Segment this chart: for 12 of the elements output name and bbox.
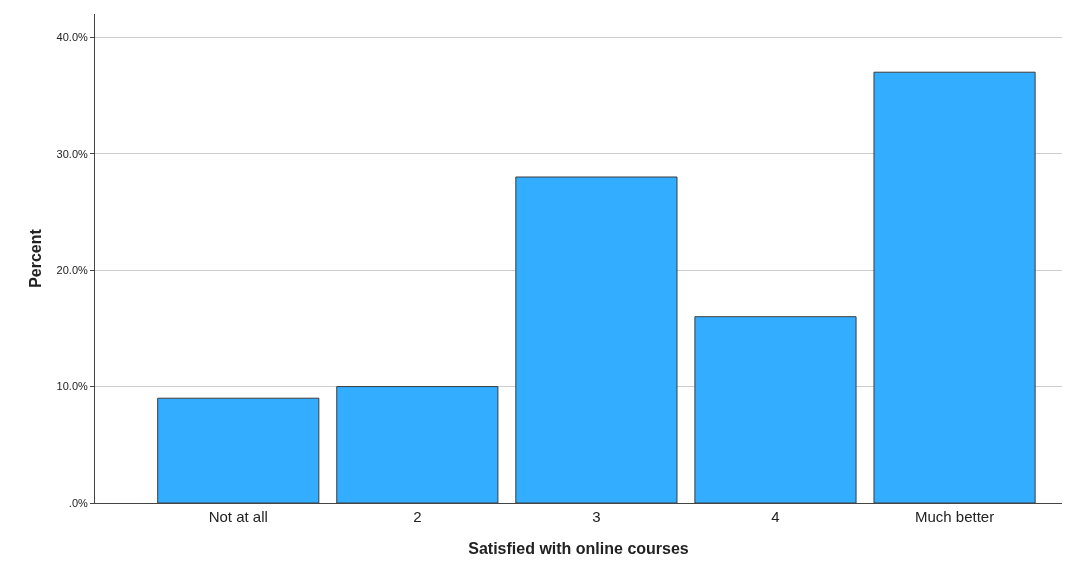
x-tick-label: Not at all [208, 508, 268, 525]
y-axis-title: Percent [27, 228, 45, 288]
x-tick-label: 2 [413, 508, 422, 525]
y-tick-label: 30.0% [56, 147, 89, 160]
y-tick-label: 40.0% [56, 31, 89, 44]
x-tick-label: Much better [914, 508, 995, 525]
y-tick-label: .0% [68, 496, 89, 509]
x-tick-label: 4 [771, 508, 780, 525]
y-tick-label: 10.0% [56, 380, 89, 393]
y-tick-label: 20.0% [56, 263, 89, 276]
x-axis-title: Satisfied with online courses [468, 539, 689, 557]
x-tick-label: 3 [592, 508, 601, 525]
